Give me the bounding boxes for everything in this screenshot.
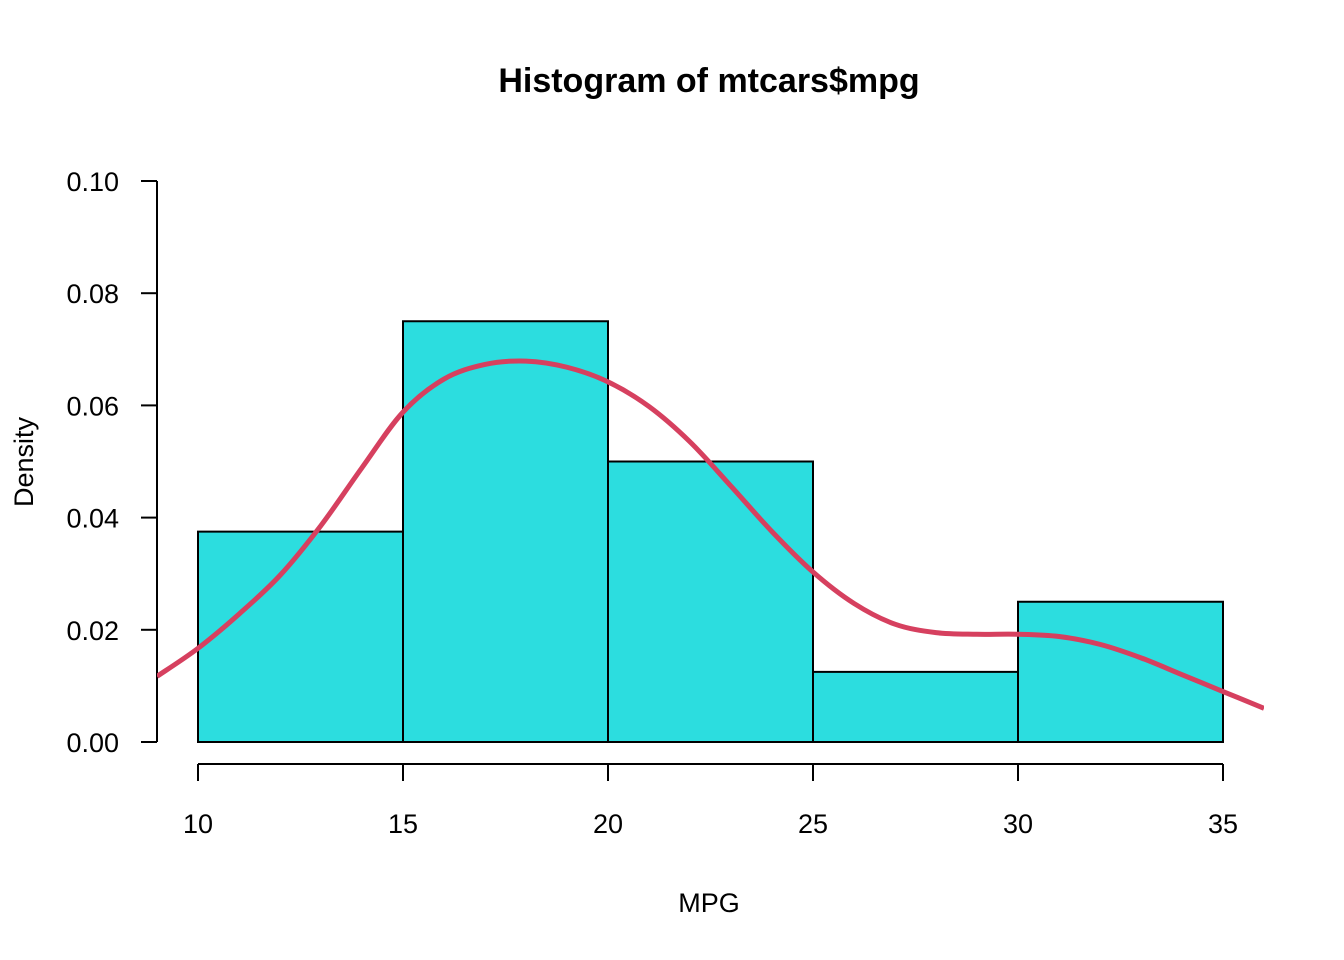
chart-title: Histogram of mtcars$mpg xyxy=(498,62,919,100)
x-tick-label: 15 xyxy=(388,809,418,839)
y-tick-label: 0.08 xyxy=(66,279,119,309)
y-tick-label: 0.06 xyxy=(66,391,119,421)
x-tick-label: 30 xyxy=(1003,809,1033,839)
density-curve-group xyxy=(157,358,1264,711)
y-tick-label: 0.02 xyxy=(66,616,119,646)
x-tick-label: 35 xyxy=(1208,809,1238,839)
histogram-bar xyxy=(1017,600,1224,743)
y-tick-label: 0.04 xyxy=(66,504,119,534)
histogram-bar xyxy=(607,460,814,743)
x-tick-label: 20 xyxy=(593,809,623,839)
histogram-bar xyxy=(197,530,404,743)
y-axis-label: Density xyxy=(9,416,39,507)
x-axis: 10 15 20 25 30 35 xyxy=(183,763,1238,839)
density-curve-line xyxy=(157,358,1264,711)
y-tick-label: 0.00 xyxy=(66,728,119,758)
y-axis: 0.00 0.02 0.04 0.06 0.08 0.10 xyxy=(66,167,158,758)
histogram-bars xyxy=(197,320,1224,743)
histogram-bar xyxy=(812,670,1019,743)
x-tick-label: 25 xyxy=(798,809,828,839)
x-tick-label: 10 xyxy=(183,809,213,839)
y-tick-label: 0.10 xyxy=(66,167,119,197)
x-axis-label: MPG xyxy=(678,888,740,918)
